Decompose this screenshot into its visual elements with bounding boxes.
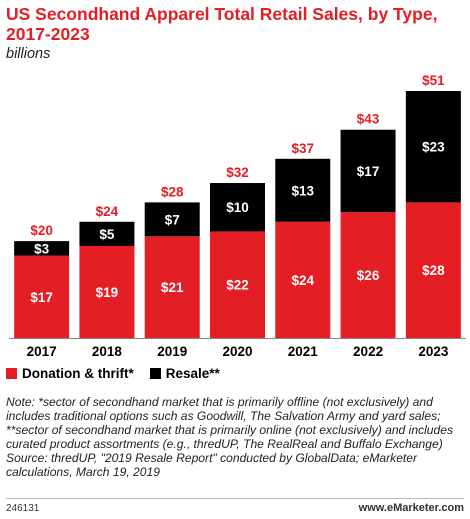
data-label-resale-2020: $10 bbox=[226, 200, 249, 215]
bar-resale-2022 bbox=[340, 129, 396, 213]
bar-resale-2020 bbox=[210, 183, 265, 232]
x-tick-label-2020: 2020 bbox=[222, 344, 252, 359]
source-text: Source: thredUP, "2019 Resale Report" co… bbox=[6, 451, 418, 479]
data-label-resale-2023: $23 bbox=[422, 140, 445, 155]
x-tick-label-2022: 2022 bbox=[353, 344, 383, 359]
data-label-resale-2018: $5 bbox=[99, 227, 115, 242]
stacked-bar-chart: $17 $3 $20 2017 $19 $5 $24 2018 $21 $7 $28 2019 $22 $… bbox=[9, 73, 466, 359]
footnote: Note: *sector of secondhand market that … bbox=[6, 395, 466, 479]
chart-id: 246131 bbox=[6, 503, 40, 514]
legend-label-resale: Resale** bbox=[165, 366, 220, 381]
total-label-2018: $24 bbox=[96, 204, 119, 219]
data-label-donation-2020: $22 bbox=[226, 278, 249, 293]
x-tick-label-2023: 2023 bbox=[418, 344, 449, 359]
bar-resale-2019 bbox=[144, 202, 200, 237]
data-label-resale-2017: $3 bbox=[34, 241, 50, 256]
total-label-2023: $51 bbox=[422, 73, 445, 88]
data-label-resale-2019: $7 bbox=[165, 212, 180, 227]
total-label-2022: $43 bbox=[357, 112, 380, 127]
total-label-2019: $28 bbox=[161, 184, 184, 199]
chart-title: US Secondhand Apparel Total Retail Sales… bbox=[6, 4, 438, 44]
data-label-donation-2018: $19 bbox=[96, 285, 119, 300]
legend-swatch-resale bbox=[149, 368, 161, 379]
bar-resale-2017 bbox=[14, 241, 70, 256]
x-tick-label-2017: 2017 bbox=[27, 344, 57, 359]
bar-donation-2019 bbox=[144, 236, 200, 338]
data-label-donation-2022: $26 bbox=[357, 268, 380, 283]
bar-donation-2017 bbox=[14, 255, 70, 338]
legend-swatch-donation bbox=[6, 368, 17, 379]
legend-label-donation: Donation & thrift* bbox=[22, 366, 134, 381]
bar-donation-2018 bbox=[79, 245, 135, 338]
data-label-resale-2021: $13 bbox=[292, 183, 315, 198]
data-label-resale-2022: $17 bbox=[357, 164, 380, 179]
legend: Donation & thrift* Resale** bbox=[6, 366, 236, 381]
bar-donation-2023 bbox=[405, 202, 461, 338]
note-text: Note: *sector of secondhand market that … bbox=[6, 395, 454, 451]
x-tick-label-2021: 2021 bbox=[288, 344, 319, 359]
x-tick-label-2018: 2018 bbox=[92, 344, 123, 359]
bar-donation-2021 bbox=[275, 221, 331, 338]
bar-donation-2020 bbox=[210, 231, 265, 338]
bar-donation-2022 bbox=[340, 212, 396, 338]
total-label-2021: $37 bbox=[292, 141, 315, 156]
total-label-2017: $20 bbox=[30, 223, 53, 238]
data-label-donation-2017: $17 bbox=[30, 290, 53, 305]
data-label-donation-2021: $24 bbox=[292, 273, 315, 288]
total-label-2020: $32 bbox=[226, 165, 249, 180]
x-tick-label-2019: 2019 bbox=[157, 344, 187, 359]
legend-item-donation: Donation & thrift* bbox=[6, 366, 134, 381]
legend-item-resale: Resale** bbox=[149, 366, 220, 381]
data-label-donation-2023: $28 bbox=[422, 263, 445, 278]
bar-resale-2021 bbox=[275, 158, 331, 222]
chart-subtitle: billions bbox=[6, 46, 51, 62]
brand-url: www.eMarketer.com bbox=[358, 502, 464, 514]
footer-divider bbox=[6, 498, 464, 499]
bar-resale-2018 bbox=[79, 221, 135, 246]
bar-resale-2023 bbox=[405, 91, 461, 203]
data-label-donation-2019: $21 bbox=[161, 280, 184, 295]
